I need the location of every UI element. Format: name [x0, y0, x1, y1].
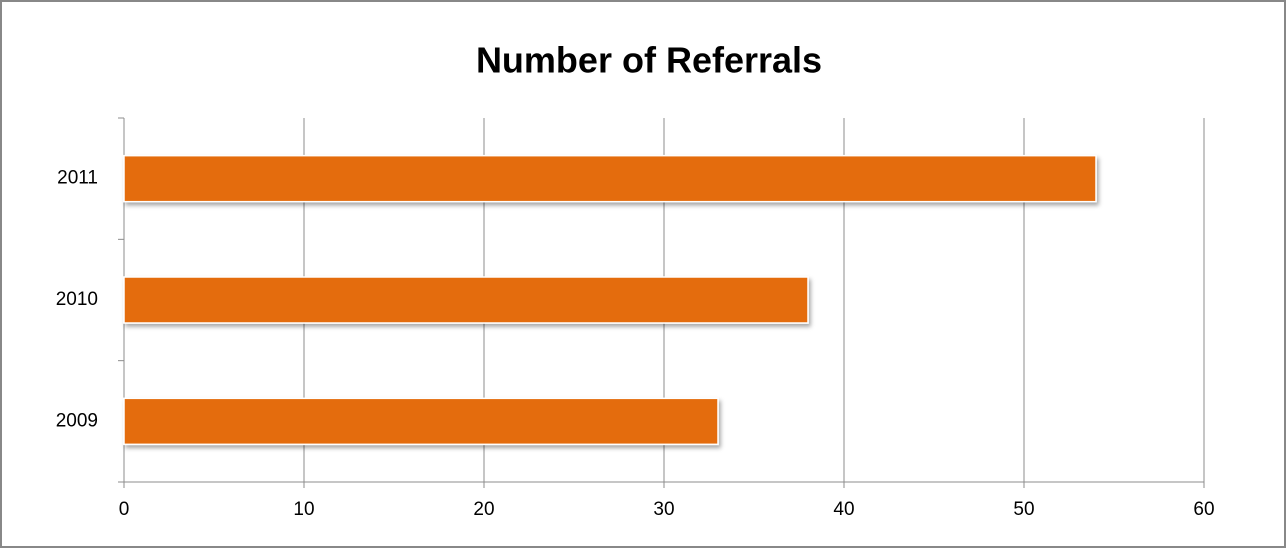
bar [123, 397, 719, 446]
x-tick-label: 30 [653, 499, 674, 520]
bar [123, 276, 809, 324]
y-tick-label: 2011 [57, 168, 98, 189]
x-tick-label: 20 [473, 499, 494, 520]
bar [123, 154, 1097, 203]
x-tick-label: 50 [1013, 499, 1034, 520]
x-tick-label: 10 [293, 499, 314, 520]
chart-title: Number of Referrals [476, 40, 822, 81]
y-tick-label: 2010 [56, 289, 98, 310]
x-tick-label: 60 [1193, 499, 1214, 520]
x-tick-label: 40 [833, 499, 854, 520]
x-tick-label: 0 [119, 499, 130, 520]
y-tick-label: 2009 [56, 410, 98, 431]
